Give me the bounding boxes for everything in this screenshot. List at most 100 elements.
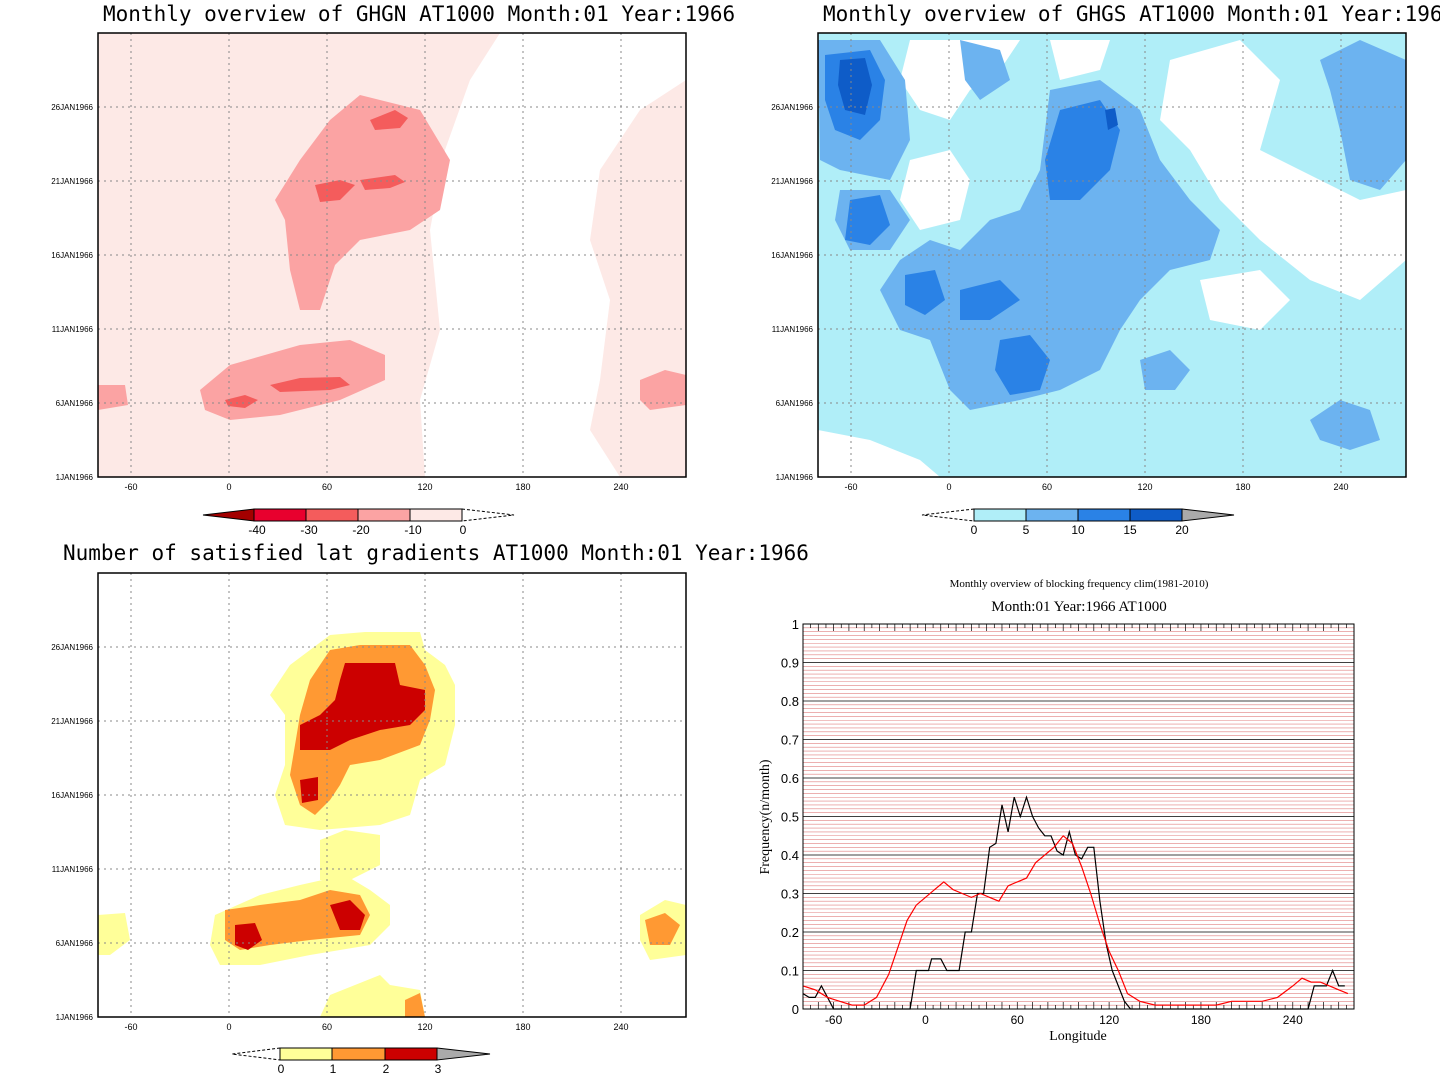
x-tick-label: 0 xyxy=(922,1013,929,1027)
colorbar-label: -30 xyxy=(300,523,318,537)
y-tick-label: 0.6 xyxy=(781,771,799,786)
x-tick: 180 xyxy=(1235,482,1250,492)
freq-chart: Monthly overview of blocking frequency c… xyxy=(758,578,1355,1044)
series-line-1 xyxy=(802,834,1349,1006)
ghgn-band-3e xyxy=(225,395,258,408)
ghgs-colorbar: 0 5 10 15 20 xyxy=(921,508,1235,537)
y-tick: 1JAN1966 xyxy=(56,1013,94,1022)
x-tick: 240 xyxy=(1333,482,1348,492)
y-tick: 21JAN1966 xyxy=(771,177,813,186)
ghgs-white-5 xyxy=(1050,40,1110,80)
lat-band-1b xyxy=(320,830,380,880)
ghgs-band-3c xyxy=(1045,100,1120,200)
y-tick: 26JAN1966 xyxy=(51,643,93,652)
lat-band-1f xyxy=(320,975,425,1017)
colorbar-label: 0 xyxy=(460,523,467,537)
ghgn-x-ticks: -60 0 60 120 180 240 xyxy=(124,482,628,492)
lat-title: Number of satisfied lat gradients AT1000… xyxy=(63,541,809,565)
y-tick: 16JAN1966 xyxy=(51,251,93,260)
x-tick: -60 xyxy=(124,1022,137,1032)
y-tick-label: 0.1 xyxy=(781,964,799,979)
y-tick-label: 0 xyxy=(792,1002,799,1017)
ghgs-band-2g xyxy=(1140,350,1190,390)
colorbar-label: 1 xyxy=(330,1062,337,1076)
y-tick: 6JAN1966 xyxy=(776,399,814,408)
ghgn-frame xyxy=(97,32,687,478)
x-tick: 0 xyxy=(226,1022,231,1032)
ghgn-grid xyxy=(98,33,686,477)
ghgs-band-3b xyxy=(845,195,890,245)
y-tick-label: 0.5 xyxy=(781,810,799,825)
y-tick: 6JAN1966 xyxy=(56,939,94,948)
freq-title: Monthly overview of blocking frequency c… xyxy=(950,578,1209,590)
freq-x-ticks: -60 0 60 120 180 240 xyxy=(802,624,1355,1027)
y-tick-label: 0.3 xyxy=(781,887,799,902)
x-tick: 240 xyxy=(613,1022,628,1032)
colorbar-label: 5 xyxy=(1023,523,1030,537)
lat-band-1d xyxy=(98,913,130,955)
y-tick: 21JAN1966 xyxy=(51,717,93,726)
y-tick-label: 1 xyxy=(792,617,799,632)
freq-xlabel: Longitude xyxy=(1049,1029,1107,1044)
x-tick: 240 xyxy=(613,482,628,492)
y-tick: 26JAN1966 xyxy=(51,103,93,112)
ghgs-band-2c xyxy=(880,80,1220,410)
ghgn-band-3c xyxy=(360,175,405,190)
ghgs-band-2b xyxy=(960,40,1010,100)
colorbar-label: 0 xyxy=(278,1062,285,1076)
ghgn-band-3a xyxy=(370,110,408,130)
y-tick-label: 0.2 xyxy=(781,925,799,940)
freq-minor-grid xyxy=(803,627,1354,1006)
ghgn-map: -60 0 60 120 180 240 1JAN1966 6JAN1966 1… xyxy=(51,32,687,537)
y-tick-label: 0.4 xyxy=(781,848,799,863)
x-tick: 0 xyxy=(946,482,951,492)
y-tick: 21JAN1966 xyxy=(51,177,93,186)
lat-map: -60 0 60 120 180 240 1JAN1966 6JAN1966 1… xyxy=(51,572,687,1076)
x-tick: 120 xyxy=(417,1022,432,1032)
y-tick: 26JAN1966 xyxy=(771,103,813,112)
ghgn-band-2d xyxy=(640,370,686,410)
x-tick: 0 xyxy=(226,482,231,492)
freq-y-ticks: 0 0.1 0.2 0.3 0.4 0.5 0.6 0.7 0.8 0.9 1 xyxy=(781,617,799,1017)
ghgn-band-2 xyxy=(275,95,450,310)
ghgn-contours xyxy=(98,33,686,477)
y-tick: 11JAN1966 xyxy=(772,325,814,334)
lat-band-3b xyxy=(300,777,318,803)
lat-band-3a xyxy=(300,663,425,750)
colorbar-label: 2 xyxy=(383,1062,390,1076)
lat-y-ticks: 1JAN1966 6JAN1966 11JAN1966 16JAN1966 21… xyxy=(51,643,93,1022)
colorbar-label: -20 xyxy=(352,523,370,537)
x-tick: -60 xyxy=(844,482,857,492)
x-tick-label: 120 xyxy=(1099,1013,1119,1027)
series-line-0 xyxy=(802,795,1345,1010)
y-tick: 1JAN1966 xyxy=(776,473,814,482)
x-tick-label: 60 xyxy=(1011,1013,1025,1027)
y-tick-label: 0.7 xyxy=(781,733,799,748)
ghgn-band-3b xyxy=(315,180,355,202)
ghgs-white-3 xyxy=(900,150,970,230)
ghgn-y-ticks: 1JAN1966 6JAN1966 11JAN1966 16JAN1966 21… xyxy=(51,103,93,482)
y-tick: 16JAN1966 xyxy=(51,791,93,800)
y-tick: 6JAN1966 xyxy=(56,399,94,408)
x-tick-label: 240 xyxy=(1283,1013,1303,1027)
lat-grid xyxy=(98,573,686,1017)
lat-frame xyxy=(97,572,687,1018)
lat-contours xyxy=(98,632,686,1017)
colorbar-label: -10 xyxy=(404,523,422,537)
ghgs-band-3e xyxy=(905,270,945,315)
lat-x-ticks: -60 0 60 120 180 240 xyxy=(124,1022,628,1032)
freq-frame xyxy=(802,623,1355,1010)
ghgs-band-3f xyxy=(960,280,1020,320)
ghgs-band-4a xyxy=(838,58,872,115)
lat-band-2c xyxy=(645,913,680,945)
ghgs-band-2e xyxy=(1320,40,1406,190)
ghgn-band-3d xyxy=(270,377,350,392)
lat-band-2d xyxy=(405,993,425,1017)
ghgs-white-6 xyxy=(1200,270,1290,330)
ghgs-x-ticks: -60 0 60 120 180 240 xyxy=(844,482,1348,492)
x-tick: 60 xyxy=(322,1022,332,1032)
lat-colorbar: 0 1 2 3 xyxy=(231,1047,491,1076)
x-tick: -60 xyxy=(124,482,137,492)
x-tick: 60 xyxy=(1042,482,1052,492)
x-tick: 120 xyxy=(1137,482,1152,492)
